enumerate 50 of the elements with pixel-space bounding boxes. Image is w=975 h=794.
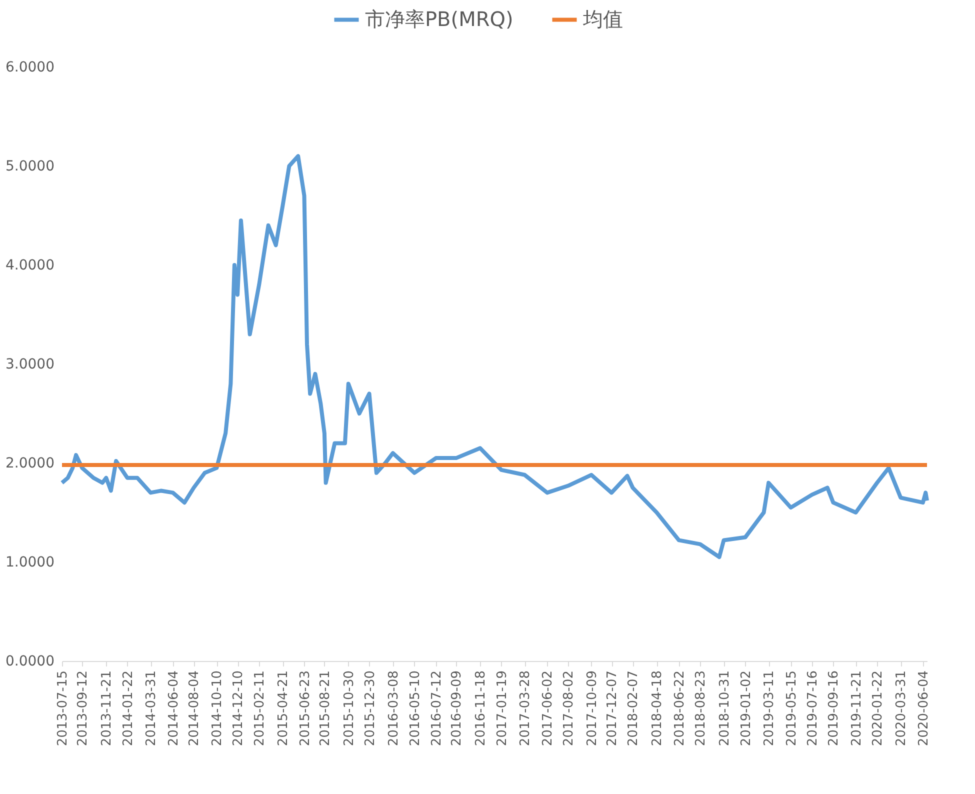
x-tick-label: 2013-07-15 [56, 670, 70, 746]
x-tick-label: 2017-12-07 [605, 670, 620, 746]
x-tick-label: 2018-08-23 [694, 670, 709, 746]
x-tick-label: 2017-01-19 [494, 670, 510, 746]
y-tick-label: 6.0000 [6, 60, 54, 76]
y-tick-label: 3.0000 [6, 356, 54, 372]
x-tick-label: 2016-03-08 [386, 670, 402, 746]
x-tick-label: 2015-02-11 [252, 670, 268, 746]
x-tick-label: 2019-11-21 [849, 670, 864, 746]
x-tick-label: 2015-04-21 [276, 670, 292, 746]
x-tick-label: 2015-08-21 [318, 670, 333, 746]
line-series [60, 154, 929, 560]
y-tick-label: 2.0000 [6, 456, 54, 472]
x-tick-label: 2020-03-31 [894, 670, 910, 746]
x-tick-label: 2015-10-30 [342, 670, 357, 746]
x-tick-label: 2017-03-28 [518, 670, 534, 746]
x-tick-label: 2014-03-31 [144, 670, 160, 746]
x-tick-label: 2019-03-11 [762, 670, 778, 746]
x-tick-label: 2018-04-18 [650, 670, 666, 746]
x-tick-label: 2018-10-31 [717, 670, 732, 746]
x-tick-label: 2016-11-18 [474, 670, 489, 746]
legend-label: 市净率PB(MRQ) [365, 6, 514, 31]
y-tick-label: 5.0000 [6, 158, 54, 174]
x-tick-label: 2014-12-10 [231, 670, 246, 746]
x-tick-label: 2017-06-02 [540, 670, 556, 746]
x-tick-label: 2017-10-09 [584, 670, 600, 746]
x-tick-label: 2014-08-04 [187, 670, 202, 746]
x-tick-label: 2019-05-15 [784, 670, 800, 746]
x-tick-label: 2016-05-10 [408, 670, 423, 746]
x-tick-label: 2014-01-22 [120, 670, 136, 746]
legend-label: 均值 [582, 6, 623, 31]
y-tick-label: 0.0000 [6, 654, 54, 670]
x-tick-label: 2015-06-23 [298, 670, 313, 746]
x-tick-label: 2016-09-09 [450, 670, 465, 746]
x-tick-label: 2020-06-04 [916, 670, 932, 746]
x-tick-label: 2018-06-22 [672, 670, 688, 746]
y-tick-label: 1.0000 [6, 554, 54, 570]
x-tick-label: 2014-10-10 [210, 670, 226, 746]
x-tick-label: 2019-09-16 [826, 670, 842, 746]
y-tick-label: 4.0000 [6, 258, 54, 274]
x-tick-label: 2014-06-04 [166, 670, 182, 746]
x-tick-label: 2019-07-16 [806, 670, 821, 746]
x-tick-label: 2013-11-21 [100, 670, 115, 746]
x-tick-label: 2018-02-07 [626, 670, 642, 746]
x-tick-label: 2020-01-22 [870, 670, 886, 746]
x-tick-label: 2019-01-02 [738, 670, 754, 746]
x-tick-label: 2015-12-30 [362, 670, 378, 746]
x-tick-label: 2013-09-12 [76, 670, 91, 746]
x-tick-label: 2016-07-12 [429, 670, 444, 746]
x-tick-label: 2017-08-02 [562, 670, 577, 746]
